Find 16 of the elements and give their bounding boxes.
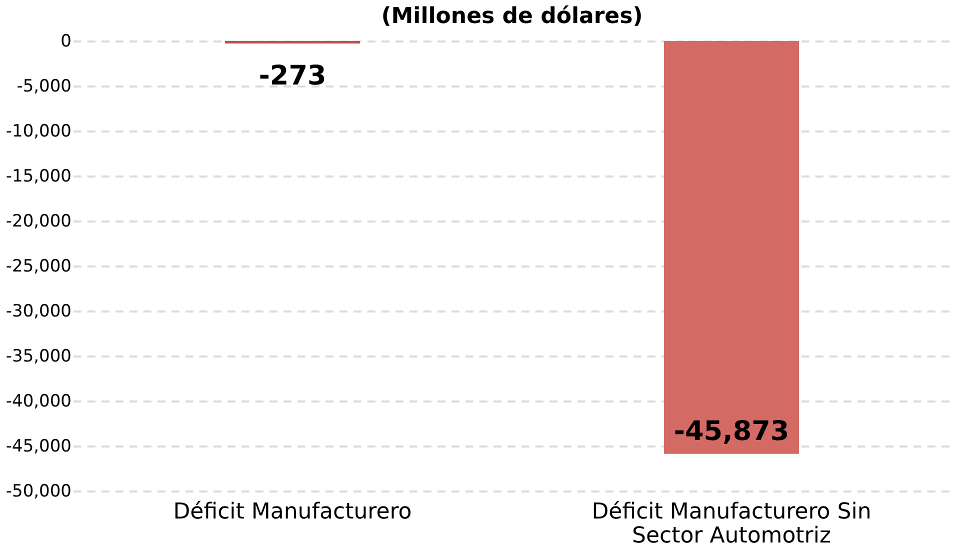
- y-tick-label: -40,000: [6, 392, 72, 412]
- x-tick-label: Déficit Manufacturero Sin Sector Automotriz: [592, 500, 872, 548]
- x-tick-label: Déficit Manufacturero: [173, 500, 412, 524]
- y-tick-label: -5,000: [16, 76, 72, 96]
- y-tick-label: -15,000: [6, 166, 72, 186]
- y-tick-label: -30,000: [6, 302, 72, 322]
- y-tick-label: -10,000: [6, 122, 72, 142]
- y-tick-label: -45,000: [6, 436, 72, 456]
- data-label: -273: [258, 60, 326, 92]
- y-tick-label: -25,000: [6, 256, 72, 276]
- y-tick-label: -20,000: [6, 212, 72, 232]
- y-tick-label: -50,000: [6, 482, 72, 502]
- data-label: -45,873: [674, 416, 790, 447]
- chart-title: (Millones de dólares): [381, 4, 643, 29]
- y-tick-label: -35,000: [6, 346, 72, 366]
- y-tick-label: 0: [60, 32, 72, 52]
